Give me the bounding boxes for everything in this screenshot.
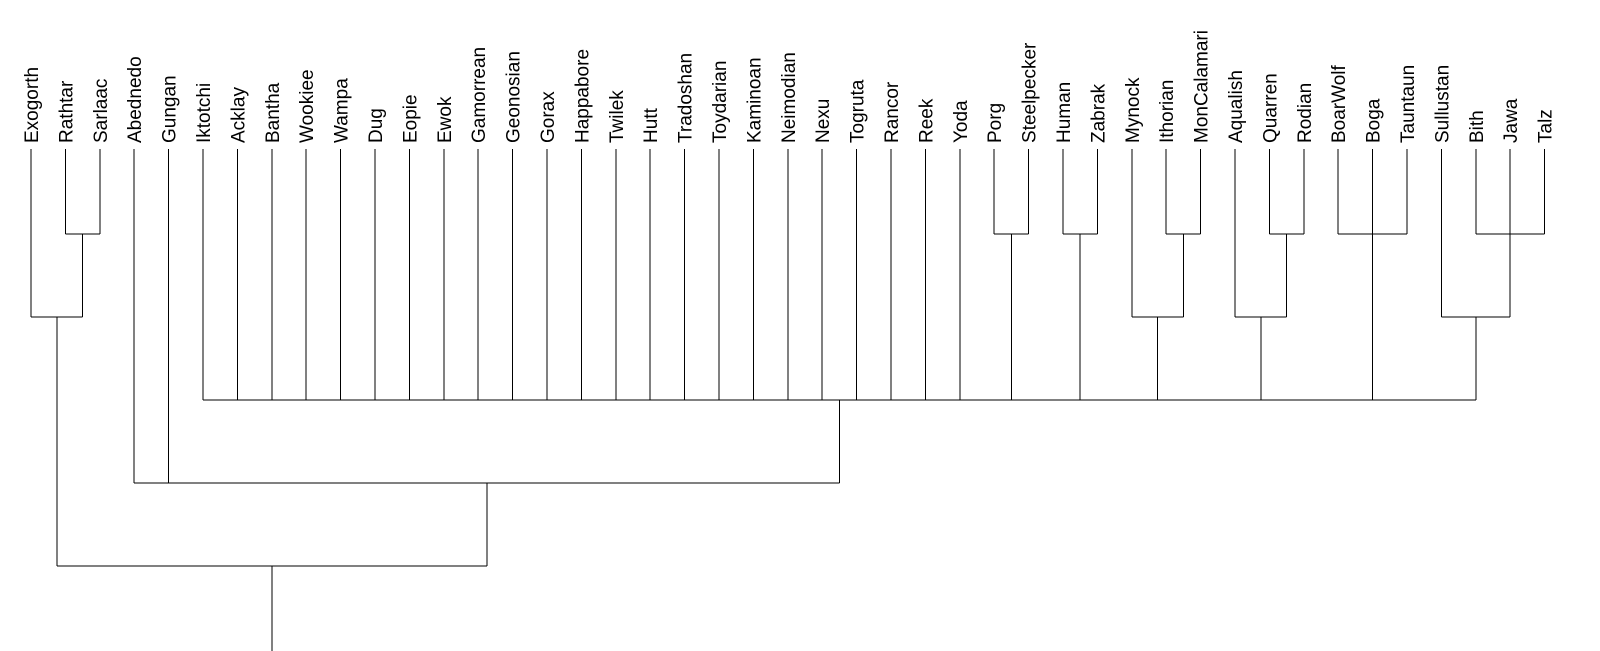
leaf-label-hutt: Hutt (641, 107, 662, 143)
leaf-label-acklay: Acklay (228, 87, 249, 143)
leaf-label-steelpecker: Steelpecker (1020, 42, 1041, 143)
leaf-label-toydarian: Toydarian (710, 61, 731, 143)
leaf-label-ithorian: Ithorian (1157, 80, 1178, 143)
leaf-label-boarwolf: BoarWolf (1329, 64, 1350, 143)
leaf-label-gungan: Gungan (160, 75, 181, 143)
leaf-label-wookiee: Wookiee (297, 69, 318, 143)
leaf-label-twilek: Twilek (607, 90, 628, 143)
leaf-label-bith: Bith (1467, 110, 1488, 143)
leaf-label-wampa: Wampa (332, 78, 353, 143)
leaf-label-eopie: Eopie (400, 94, 421, 143)
leaf-label-happabore: Happabore (572, 49, 593, 143)
leaf-label-dug: Dug (366, 108, 387, 143)
leaf-label-reek: Reek (916, 98, 937, 143)
leaf-label-iktotchi: Iktotchi (194, 83, 215, 143)
leaf-label-abednedo: Abednedo (125, 56, 146, 143)
leaf-label-sullustan: Sullustan (1432, 65, 1453, 143)
leaf-label-tauntaun: Tauntaun (1398, 65, 1419, 143)
leaf-label-yoda: Yoda (951, 100, 972, 143)
leaf-label-rathtar: Rathtar (56, 80, 77, 143)
leaf-label-mynock: Mynock (1123, 77, 1144, 143)
leaf-label-rodian: Rodian (1295, 83, 1316, 143)
leaf-label-jawa: Jawa (1501, 98, 1522, 143)
leaf-label-talz: Talz (1536, 109, 1557, 143)
leaf-label-aqualish: Aqualish (1226, 70, 1247, 143)
leaf-label-quarren: Quarren (1260, 73, 1281, 143)
leaf-label-kaminoan: Kaminoan (744, 57, 765, 143)
leaf-label-neimodian: Neimodian (779, 52, 800, 143)
leaf-label-exogorth: Exogorth (22, 67, 43, 143)
leaf-label-gorax: Gorax (538, 91, 559, 143)
leaf-label-togruta: Togruta (848, 79, 869, 143)
leaf-labels: Exogorth Rathtar Sarlaac Abednedo Gungan Ikto… (22, 30, 1557, 143)
leaf-label-human: Human (1054, 82, 1075, 143)
leaf-label-nexu: Nexu (813, 99, 834, 143)
leaf-label-sarlaac: Sarlaac (91, 79, 112, 143)
dendrogram-branches (30, 149, 1546, 651)
leaf-label-geonosian: Geonosian (504, 51, 525, 143)
leaf-label-moncalamari: MonCalamari (1192, 30, 1213, 143)
leaf-label-bantha: Bantha (263, 82, 284, 143)
leaf-label-gamorrean: Gamorrean (469, 47, 490, 143)
leaf-label-rancor: Rancor (882, 81, 903, 143)
leaf-label-tradoshan: Tradoshan (676, 53, 697, 143)
leaf-label-porg: Porg (985, 103, 1006, 143)
leaf-label-ewok: Ewok (435, 96, 456, 143)
leaf-label-boga: Boga (1364, 98, 1385, 143)
leaf-label-zabrak: Zabrak (1088, 83, 1109, 143)
